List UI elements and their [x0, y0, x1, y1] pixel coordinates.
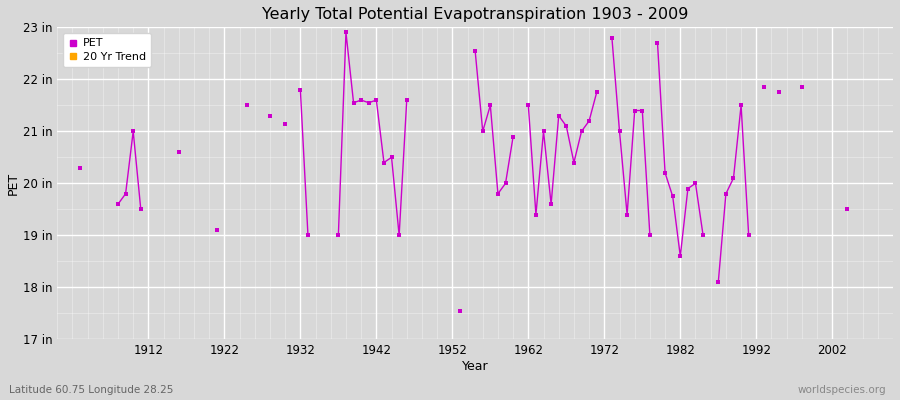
Text: Latitude 60.75 Longitude 28.25: Latitude 60.75 Longitude 28.25: [9, 385, 174, 395]
Title: Yearly Total Potential Evapotranspiration 1903 - 2009: Yearly Total Potential Evapotranspiratio…: [262, 7, 688, 22]
Legend: PET, 20 Yr Trend: PET, 20 Yr Trend: [63, 33, 151, 67]
Text: worldspecies.org: worldspecies.org: [798, 385, 886, 395]
X-axis label: Year: Year: [462, 360, 489, 373]
Y-axis label: PET: PET: [7, 172, 20, 195]
